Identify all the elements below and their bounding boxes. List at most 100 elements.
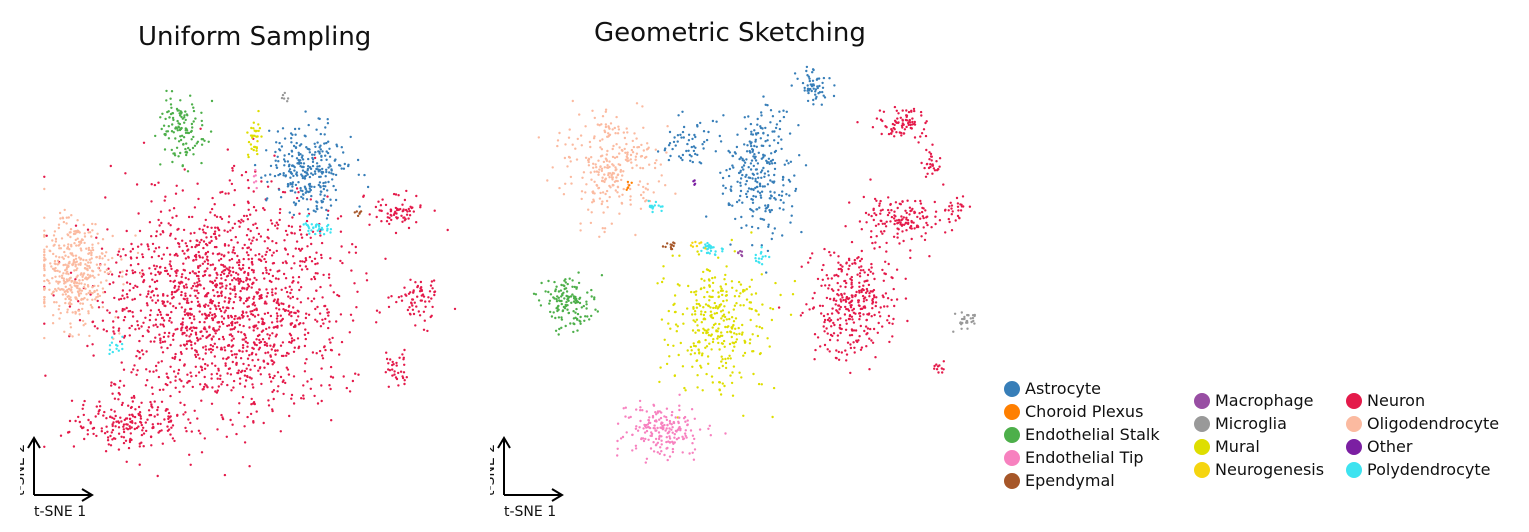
point-neuron [892, 235, 896, 238]
point-astrocyte [282, 172, 285, 175]
point-neuron [384, 371, 387, 374]
point-neuron [278, 211, 282, 215]
point-endothelial-stalk [555, 300, 559, 303]
point-endothelial-tip [656, 426, 659, 430]
point-neuron [93, 325, 97, 328]
point-neuron [263, 240, 266, 243]
point-neuron [237, 273, 240, 276]
point-astrocyte [778, 127, 782, 131]
point-astrocyte [299, 159, 302, 162]
point-neuron [837, 304, 841, 307]
point-endothelial-tip [661, 424, 664, 428]
point-oligodendrocyte [611, 147, 614, 151]
point-neuron [853, 258, 856, 262]
point-neuron [111, 438, 114, 441]
point-neuron [889, 132, 893, 135]
point-neuron [292, 350, 296, 353]
point-mural [706, 304, 710, 307]
point-neuron [223, 311, 226, 314]
point-oligodendrocyte [60, 276, 64, 280]
point-neuron [407, 207, 410, 211]
point-neuron [98, 408, 101, 412]
point-mural [771, 415, 774, 419]
point-mural [678, 254, 681, 257]
point-polydendrocyte [706, 241, 709, 245]
point-neuron [238, 317, 242, 320]
point-neuron [174, 328, 177, 331]
point-neuron [234, 356, 238, 359]
point-neuron [403, 198, 407, 202]
point-oligodendrocyte [60, 237, 64, 240]
point-neuron [404, 218, 407, 221]
point-astrocyte [814, 93, 817, 96]
point-astrocyte [755, 168, 758, 171]
point-neuron [386, 212, 389, 215]
point-oligodendrocyte [82, 272, 86, 275]
point-neuron [833, 251, 836, 254]
point-neuron [416, 285, 419, 289]
point-oligodendrocyte [89, 249, 93, 252]
point-mural [727, 311, 731, 314]
point-mural [696, 386, 699, 389]
point-oligodendrocyte [600, 148, 604, 151]
point-mural [734, 317, 738, 320]
point-oligodendrocyte [70, 286, 73, 289]
point-astrocyte [757, 151, 760, 154]
point-neuron [297, 275, 301, 279]
point-oligodendrocyte [63, 290, 66, 294]
point-neuron [173, 439, 176, 443]
point-neuron [836, 334, 840, 337]
point-astrocyte [731, 154, 734, 158]
point-astrocyte [754, 177, 757, 181]
point-mural [677, 353, 680, 357]
point-astrocyte [301, 189, 304, 193]
point-neuron [893, 105, 897, 109]
point-endothelial-tip [643, 431, 647, 434]
point-oligodendrocyte [64, 301, 67, 305]
point-neuron [151, 242, 155, 246]
point-endothelial-tip [667, 431, 670, 434]
point-neuron [913, 211, 917, 214]
point-astrocyte [787, 162, 790, 165]
point-neuron [237, 219, 240, 223]
point-oligodendrocyte [68, 262, 71, 265]
point-oligodendrocyte [87, 261, 90, 264]
point-neuron [94, 415, 97, 418]
point-neuron [330, 419, 333, 422]
point-oligodendrocyte [618, 195, 621, 198]
point-astrocyte [323, 133, 326, 136]
point-neuron [242, 324, 245, 328]
point-astrocyte [754, 155, 757, 158]
point-endothelial-tip [634, 444, 638, 447]
point-neuron [311, 351, 315, 354]
point-neuron [305, 219, 309, 223]
point-endothelial-tip [686, 419, 689, 422]
point-neuron [152, 294, 156, 297]
point-neuron [854, 329, 858, 332]
point-neuron [89, 422, 92, 425]
point-oligodendrocyte [600, 202, 603, 206]
point-mural [683, 386, 686, 390]
point-neuron [858, 272, 862, 275]
point-neuron [152, 264, 156, 267]
point-neuron [137, 425, 140, 428]
point-neuron [901, 118, 904, 121]
point-neuron [177, 227, 180, 231]
point-neuron [195, 350, 198, 354]
point-astrocyte [315, 204, 318, 208]
point-mural [748, 342, 752, 345]
point-oligodendrocyte [611, 183, 615, 187]
point-neuron [187, 418, 190, 421]
point-astrocyte [740, 226, 743, 230]
point-neuron [115, 310, 118, 313]
point-astrocyte [752, 173, 755, 176]
point-neuron [276, 390, 279, 393]
point-neuron [128, 282, 132, 286]
point-neuron [175, 214, 178, 218]
point-neuron [243, 369, 247, 373]
point-astrocyte [793, 174, 796, 177]
point-mural [699, 364, 702, 367]
point-neuron [890, 276, 893, 279]
point-oligodendrocyte [643, 156, 647, 159]
point-neuron [283, 309, 287, 313]
